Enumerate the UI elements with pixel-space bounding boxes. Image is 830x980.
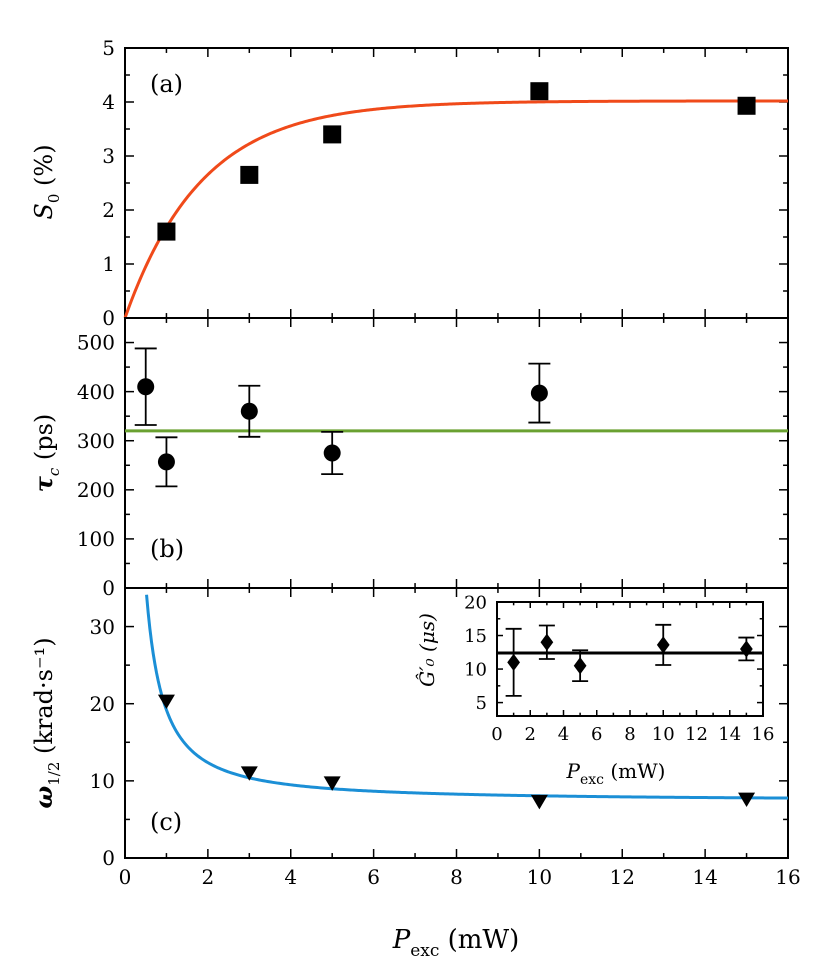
y-tick-label-c: 10 — [90, 769, 115, 793]
fit-curve-c — [145, 594, 789, 800]
y-axis-label-a: S0 (%) — [30, 144, 63, 219]
data-point-a — [323, 125, 342, 144]
y-axis-label-a-main: S — [30, 203, 58, 219]
y-tick-label-a: 0 — [102, 306, 115, 330]
data-point-a — [737, 96, 756, 115]
data-point-b — [240, 402, 258, 420]
x-axis-label-sub: exc — [410, 941, 439, 961]
inset-background — [497, 602, 763, 716]
y-axis-label-b-main: τ — [29, 475, 58, 492]
y-tick-label-inset: 5 — [476, 693, 487, 714]
y-tick-label-c: 20 — [90, 692, 115, 716]
x-tick-label-c: 8 — [450, 865, 463, 889]
y-tick-label-a: 2 — [102, 198, 115, 222]
y-tick-label-b: 400 — [77, 380, 115, 404]
x-tick-label-c: 16 — [775, 865, 800, 889]
y-axis-label-b-unit: (ps) — [30, 414, 58, 468]
data-point-b — [157, 453, 175, 471]
y-tick-label-b: 100 — [77, 527, 115, 551]
y-tick-label-inset: 15 — [464, 626, 487, 647]
data-point-inset — [540, 633, 554, 651]
y-tick-label-inset: 20 — [464, 592, 487, 613]
y-tick-label-a: 5 — [102, 36, 115, 60]
x-tick-label-inset: 8 — [624, 724, 635, 745]
panel-label-b: (b) — [150, 535, 184, 563]
data-point-b — [530, 384, 548, 402]
x-tick-label-inset: 2 — [525, 724, 536, 745]
y-axis-label-a-sub: 0 — [45, 194, 63, 204]
x-tick-label-c: 12 — [610, 865, 635, 889]
x-tick-label-c: 14 — [692, 865, 717, 889]
data-point-b — [137, 378, 155, 396]
series-b — [125, 347, 788, 488]
x-tick-label-inset: 12 — [685, 724, 708, 745]
panel-label-c: (c) — [150, 808, 182, 836]
data-point-c — [738, 792, 756, 808]
plot-frame-b — [124, 317, 789, 589]
y-tick-label-b: 200 — [77, 478, 115, 502]
fit-curve-a — [123, 99, 788, 319]
series-a — [123, 82, 788, 319]
y-axis-label-a-unit: (%) — [30, 144, 58, 193]
axes-a: 0 1 2 3 4 5 — [102, 36, 789, 330]
x-tick-label-inset: 14 — [718, 724, 741, 745]
data-point-inset — [507, 653, 520, 671]
series-c — [145, 594, 789, 810]
data-point-inset — [740, 640, 753, 658]
y-tick-label-inset: 10 — [464, 660, 487, 681]
y-tick-label-b: 500 — [77, 331, 115, 355]
data-point-c — [157, 694, 175, 710]
x-axis-label: Pexc (mW) — [392, 925, 520, 961]
y-axis-label-c-sub: 1/2 — [45, 762, 63, 786]
x-tick-label-inset: 10 — [652, 724, 675, 745]
inset-x-axis-label-main: P — [566, 759, 581, 783]
axes-inset: 0 2 4 6 8 10 12 14 16 5 10 15 20 — [464, 592, 774, 745]
y-axis-label-c: ω1/2 (krad·s⁻¹) — [29, 637, 63, 808]
x-tick-label-c: 6 — [367, 865, 380, 889]
y-axis-label-b-sub: c — [45, 467, 63, 476]
x-tick-label-c: 10 — [527, 865, 552, 889]
y-axis-label-c-unit: (krad·s⁻¹) — [30, 637, 58, 761]
x-tick-label-inset: 4 — [558, 724, 569, 745]
y-axis-label-b: τc (ps) — [29, 414, 63, 493]
y-tick-label-a: 3 — [102, 144, 115, 168]
y-tick-label-c: 0 — [102, 846, 115, 870]
plot-frame-a — [124, 47, 789, 319]
y-tick-label-c: 30 — [90, 615, 115, 639]
x-tick-label-c: 4 — [284, 865, 297, 889]
y-tick-label-b: 0 — [102, 576, 115, 600]
y-axis-label-c-main: ω — [29, 786, 58, 809]
x-tick-label-c: 0 — [119, 865, 132, 889]
inset-x-axis-label-sub: exc — [580, 772, 604, 788]
data-point-inset — [656, 636, 670, 654]
inset-x-axis-label-unit: (mW) — [604, 759, 665, 783]
x-axis-label-main: P — [392, 925, 411, 955]
series-inset — [497, 623, 763, 697]
x-tick-label-c: 2 — [202, 865, 215, 889]
data-point-a — [530, 82, 549, 101]
data-point-a — [157, 222, 176, 241]
x-axis-label-unit: (mW) — [439, 925, 519, 955]
data-point-c — [530, 794, 548, 810]
x-tick-label-inset: 6 — [591, 724, 602, 745]
y-tick-label-a: 1 — [102, 252, 115, 276]
x-tick-label-inset: 16 — [752, 724, 775, 745]
y-tick-label-b: 300 — [77, 429, 115, 453]
x-tick-label-inset: 0 — [491, 724, 502, 745]
data-point-c — [323, 776, 341, 791]
data-point-a — [240, 165, 259, 184]
data-point-c — [240, 766, 258, 781]
data-point-inset — [573, 657, 587, 675]
panel-label-a: (a) — [150, 70, 183, 98]
y-tick-label-a: 4 — [102, 90, 115, 114]
data-point-b — [323, 444, 341, 462]
inset-x-axis-label: Pexc (mW) — [566, 759, 666, 788]
inset-y-axis-label: Ĝ′₀ (μs) — [414, 613, 439, 687]
